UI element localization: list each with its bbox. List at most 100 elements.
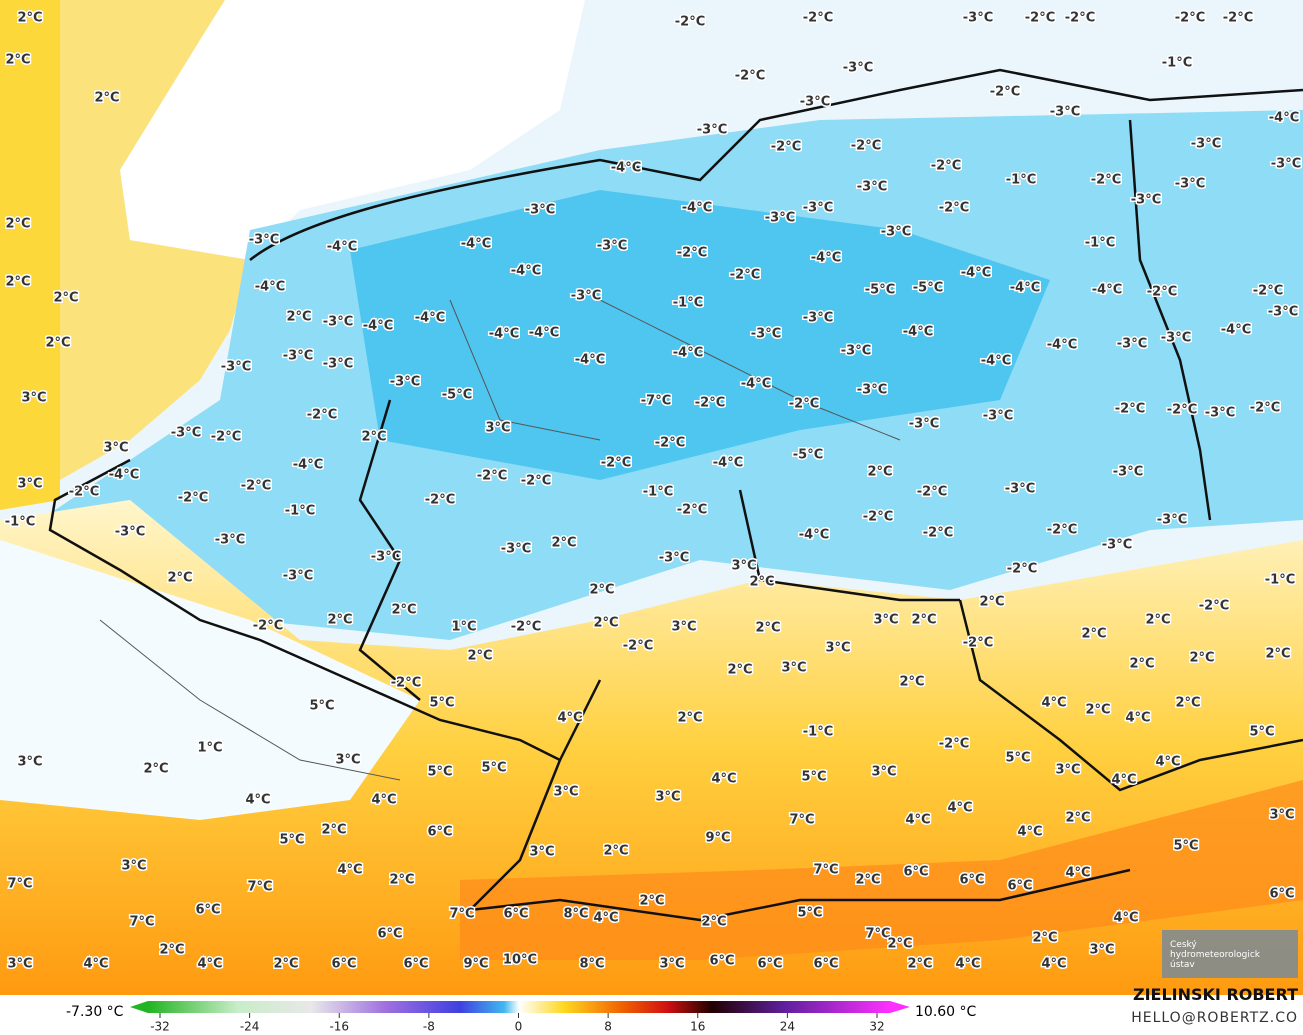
temperature-label: -3°C	[909, 417, 939, 432]
temperature-label: -4°C	[741, 377, 771, 392]
colorbar-min: -7.30 °C	[66, 1004, 124, 1020]
temperature-label: -3°C	[1268, 305, 1298, 320]
temperature-label: -2°C	[931, 159, 961, 174]
temperature-label: -3°C	[1050, 105, 1080, 120]
temperature-label: -4°C	[673, 346, 703, 361]
temperature-label: -4°C	[713, 456, 743, 471]
temperature-label: 2°C	[1129, 657, 1154, 672]
logo-text: Český hydrometeorologický ústav	[1170, 940, 1260, 970]
temperature-label: -5°C	[793, 448, 823, 463]
temperature-label: -2°C	[695, 396, 725, 411]
temperature-label: 7°C	[789, 813, 814, 828]
temperature-label: -2°C	[1223, 11, 1253, 26]
temperature-label: -4°C	[109, 468, 139, 483]
temperature-label: 6°C	[503, 907, 528, 922]
contact: HELLO@ROBERTZ.CO	[1131, 1010, 1298, 1026]
temperature-label: -3°C	[171, 426, 201, 441]
temperature-label: -2°C	[391, 676, 421, 691]
temperature-label: 6°C	[427, 825, 452, 840]
temperature-label: -3°C	[1102, 538, 1132, 553]
temperature-label: 2°C	[1065, 811, 1090, 826]
temperature-label: 4°C	[947, 801, 972, 816]
temperature-label: -1°C	[1265, 573, 1295, 588]
temperature-label: -2°C	[1167, 403, 1197, 418]
temperature-label: 2°C	[53, 291, 78, 306]
temperature-label: 6°C	[709, 954, 734, 969]
temperature-label: 2°C	[855, 873, 880, 888]
temperature-label: -4°C	[327, 240, 357, 255]
temperature-label: -3°C	[841, 344, 871, 359]
temperature-label: 4°C	[955, 957, 980, 972]
temperature-label: -3°C	[697, 123, 727, 138]
logo-box	[1162, 930, 1298, 978]
temperature-label: 6°C	[757, 957, 782, 972]
temperature-label: 4°C	[1111, 773, 1136, 788]
temperature-label: 6°C	[195, 903, 220, 918]
temperature-label: 3°C	[1089, 943, 1114, 958]
temperature-label: -2°C	[1199, 599, 1229, 614]
temperature-label: -3°C	[803, 311, 833, 326]
temperature-label: 2°C	[321, 823, 346, 838]
temperature-label: 3°C	[781, 661, 806, 676]
temperature-label: -2°C	[1147, 285, 1177, 300]
colorbar-tick-label: 32	[869, 1020, 884, 1034]
temperature-label: 2°C	[677, 711, 702, 726]
temperature-label: -3°C	[221, 360, 251, 375]
colorbar-tick-label: -32	[150, 1020, 170, 1034]
sea-warm	[0, 0, 250, 500]
temperature-label: -1°C	[285, 504, 315, 519]
temperature-label: -3°C	[283, 349, 313, 364]
temperature-label: 7°C	[865, 927, 890, 942]
temperature-label: 2°C	[749, 575, 774, 590]
temperature-label: 2°C	[327, 613, 352, 628]
temperature-label: 3°C	[335, 753, 360, 768]
temperature-label: 4°C	[83, 957, 108, 972]
temperature-label: 2°C	[551, 536, 576, 551]
temperature-label: 3°C	[529, 845, 554, 860]
sea-white	[120, 0, 585, 260]
region-line	[99, 299, 901, 781]
temperature-label: 2°C	[5, 275, 30, 290]
temperature-label: -4°C	[961, 266, 991, 281]
temperature-label: 4°C	[1065, 866, 1090, 881]
temperature-label: 2°C	[143, 762, 168, 777]
temperature-label: 3°C	[17, 477, 42, 492]
temperature-label: -2°C	[863, 510, 893, 525]
temperature-label: -1°C	[803, 725, 833, 740]
temperature-label: -2°C	[623, 639, 653, 654]
temperature-label: 2°C	[5, 53, 30, 68]
temperature-label: -2°C	[307, 408, 337, 423]
temperature-label: 3°C	[1269, 808, 1294, 823]
temperature-label: -2°C	[1175, 11, 1205, 26]
temperature-label: -2°C	[1047, 523, 1077, 538]
temperature-label: -3°C	[501, 542, 531, 557]
temperature-label: -2°C	[1253, 284, 1283, 299]
temperature-label: 2°C	[1032, 931, 1057, 946]
temperature-label: 3°C	[871, 765, 896, 780]
temperature-label: -4°C	[511, 264, 541, 279]
temperature-label: 2°C	[467, 649, 492, 664]
temperature-label: 4°C	[337, 863, 362, 878]
temperature-label: 6°C	[377, 927, 402, 942]
colorbar-tick-label: 0	[515, 1020, 523, 1034]
temperature-label: 5°C	[1249, 725, 1274, 740]
temperature-label: -2°C	[425, 493, 455, 508]
temperature-label: -2°C	[917, 485, 947, 500]
temperature-label: 2°C	[1175, 696, 1200, 711]
temperature-label: 2°C	[159, 943, 184, 958]
temperature-label: -1°C	[1162, 56, 1192, 71]
temperature-label: -3°C	[843, 61, 873, 76]
temperature-label: 2°C	[911, 613, 936, 628]
temperature-label: -1°C	[1085, 236, 1115, 251]
temperature-label: 2°C	[589, 583, 614, 598]
mild-west	[0, 540, 420, 820]
temperature-label: -3°C	[659, 551, 689, 566]
colorbar-tick-label: -16	[329, 1020, 349, 1034]
temperature-label: -3°C	[1161, 331, 1191, 346]
temperature-label: 2°C	[899, 675, 924, 690]
coastline	[249, 68, 1303, 261]
temperature-label: 2°C	[727, 663, 752, 678]
temperature-label: 5°C	[279, 833, 304, 848]
temperature-label: -2°C	[735, 69, 765, 84]
temperature-label: -3°C	[215, 533, 245, 548]
